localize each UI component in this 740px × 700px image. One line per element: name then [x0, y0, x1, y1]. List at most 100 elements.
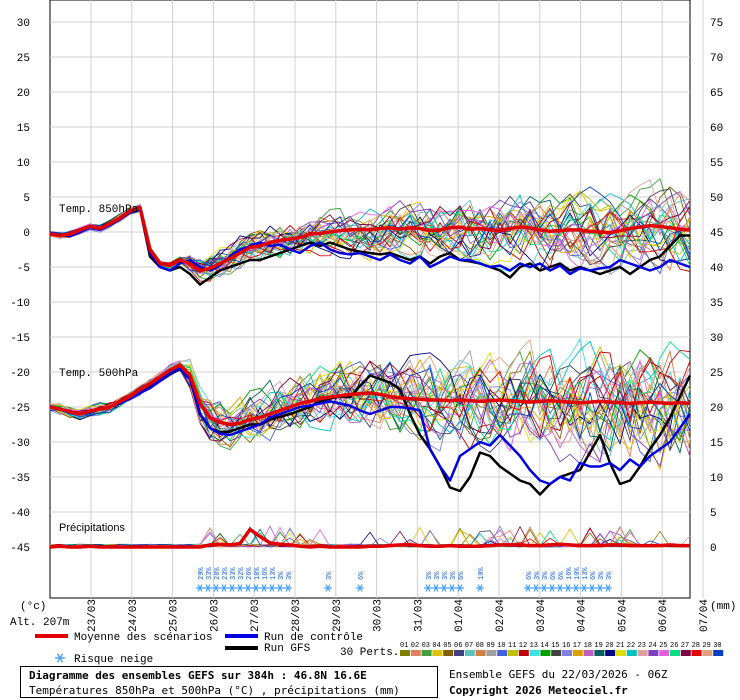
- perturbation-number: 15: [551, 642, 559, 650]
- left-tick-label: 0: [23, 228, 30, 240]
- perturbation-swatch: [583, 650, 594, 656]
- date-tick-label: 31/03: [413, 599, 425, 632]
- perturbation-number: 08: [476, 642, 484, 650]
- snow-risk-value: 3%: [542, 571, 550, 580]
- right-tick-label: 30: [710, 333, 723, 345]
- right-tick-label: 0: [710, 543, 717, 555]
- perturbation-swatch: [572, 650, 583, 656]
- left-unit: (°c): [20, 601, 46, 613]
- perturbation-number: 17: [573, 642, 581, 650]
- snow-risk-value: 3%: [534, 571, 542, 580]
- snow-risk-value: 28%: [214, 567, 222, 580]
- snow-risk-value: 16%: [566, 567, 574, 580]
- perturbation-swatch: [410, 650, 421, 656]
- snowflake-icon: [244, 584, 252, 592]
- perturbations-label: 30 Perts.: [340, 647, 399, 659]
- perturbation-swatch: [713, 650, 724, 656]
- perturbation-number: 28: [692, 642, 700, 650]
- perturbation-swatch: [648, 650, 659, 656]
- grid: [50, 0, 704, 598]
- perturbation-swatch: [637, 650, 648, 656]
- perturbation-number: 09: [486, 642, 494, 650]
- snow-risk-value: 16%: [262, 567, 270, 580]
- snow-risk-value: 3%: [278, 571, 286, 580]
- perturbation-number: 23: [638, 642, 646, 650]
- perturbation-swatch: [691, 650, 702, 656]
- snow-risk-value: 10%: [574, 567, 582, 580]
- right-tick-label: 65: [710, 88, 723, 100]
- date-tick-label: 03/04: [536, 599, 548, 632]
- snow-risk-value: 3%: [326, 571, 334, 580]
- snowflake-icon: [228, 584, 236, 592]
- right-tick-label: 75: [710, 18, 723, 30]
- snowflake-icon: [540, 584, 548, 592]
- perturbation-swatch: [443, 650, 454, 656]
- snowflake-icon: [356, 584, 364, 592]
- perturbation-swatch: [475, 650, 486, 656]
- perturbation-number: 27: [681, 642, 689, 650]
- perturbation-swatch: [432, 650, 443, 656]
- perturbation-number: 10: [497, 642, 505, 650]
- date-tick-label: 28/03: [291, 599, 303, 632]
- main-runs: [49, 205, 692, 549]
- date-tick-label: 07/04: [699, 599, 711, 632]
- snowflake-icon: [324, 584, 332, 592]
- precip-label: Précipitations: [59, 522, 126, 534]
- series-t850-0: [49, 205, 691, 273]
- snowflake-icon: [572, 584, 580, 592]
- snow-risk-value: 18%: [254, 567, 262, 580]
- perturbation-number: 06: [454, 642, 462, 650]
- right-tick-label: 10: [710, 473, 723, 485]
- left-tick-label: -5: [17, 263, 30, 275]
- date-tick-label: 30/03: [373, 599, 385, 632]
- footer-run: Ensemble GEFS du 22/03/2026 - 06Z: [449, 668, 668, 681]
- snowflake-icon: [252, 584, 260, 592]
- t500-label: Temp. 500hPa: [59, 368, 139, 380]
- left-tick-label: -30: [10, 438, 30, 450]
- date-tick-label: 29/03: [332, 599, 344, 632]
- series-precip-0: [49, 527, 690, 549]
- snow-risk-value: 6%: [358, 571, 366, 580]
- snow-risk-markers: 29% 33% 28% 23% 33% 32% 26% 18% 16% 13% 3% 3% 3% 6% 3%…: [196, 567, 614, 592]
- snowflake-icon: [212, 584, 220, 592]
- snowflake-icon: [604, 584, 612, 592]
- snow-risk-value: 3%: [434, 571, 442, 580]
- date-tick-label: 24/03: [128, 599, 140, 632]
- perturbation-number: 24: [648, 642, 656, 650]
- right-tick-label: 35: [710, 298, 723, 310]
- perturbation-number: 03: [422, 642, 430, 650]
- left-tick-label: -15: [10, 333, 30, 345]
- perturbation-number: 30: [713, 642, 721, 650]
- footer-subtitle: Températures 850hPa et 500hPa (°C) , pré…: [29, 684, 400, 697]
- snowflake-icon: [424, 584, 432, 592]
- date-tick-label: 26/03: [209, 599, 221, 632]
- snowflake-icon: [284, 584, 292, 592]
- perturbation-swatch: [594, 650, 605, 656]
- perturbation-number: 13: [530, 642, 538, 650]
- right-tick-label: 5: [710, 508, 717, 520]
- perturbation-number: 05: [443, 642, 451, 650]
- perturbation-number: 18: [584, 642, 592, 650]
- snow-risk-value: 13%: [270, 567, 278, 580]
- right-tick-label: 15: [710, 438, 723, 450]
- snow-risk-value: 3%: [426, 571, 434, 580]
- snowflake-icon: [204, 584, 212, 592]
- snowflake-icon: [440, 584, 448, 592]
- footer-title: Diagramme des ensembles GEFS sur 384h : …: [29, 669, 367, 682]
- legend-gfs-label: Run GFS: [264, 643, 311, 655]
- perturbation-swatch: [518, 650, 529, 656]
- right-tick-label: 50: [710, 193, 723, 205]
- left-tick-label: 20: [17, 88, 30, 100]
- perturbation-swatch: [605, 650, 616, 656]
- snow-risk-value: 3%: [606, 571, 614, 580]
- date-tick-label: 05/04: [617, 599, 629, 632]
- snowflake-icon: [588, 584, 596, 592]
- left-tick-label: -20: [10, 368, 30, 380]
- perturbation-number: 22: [627, 642, 635, 650]
- perturbation-swatch: [680, 650, 691, 656]
- snowflake-icon: [260, 584, 268, 592]
- perturbation-swatch: [400, 650, 410, 656]
- snowflake-icon: [196, 584, 204, 592]
- perturbation-swatch: [486, 650, 497, 656]
